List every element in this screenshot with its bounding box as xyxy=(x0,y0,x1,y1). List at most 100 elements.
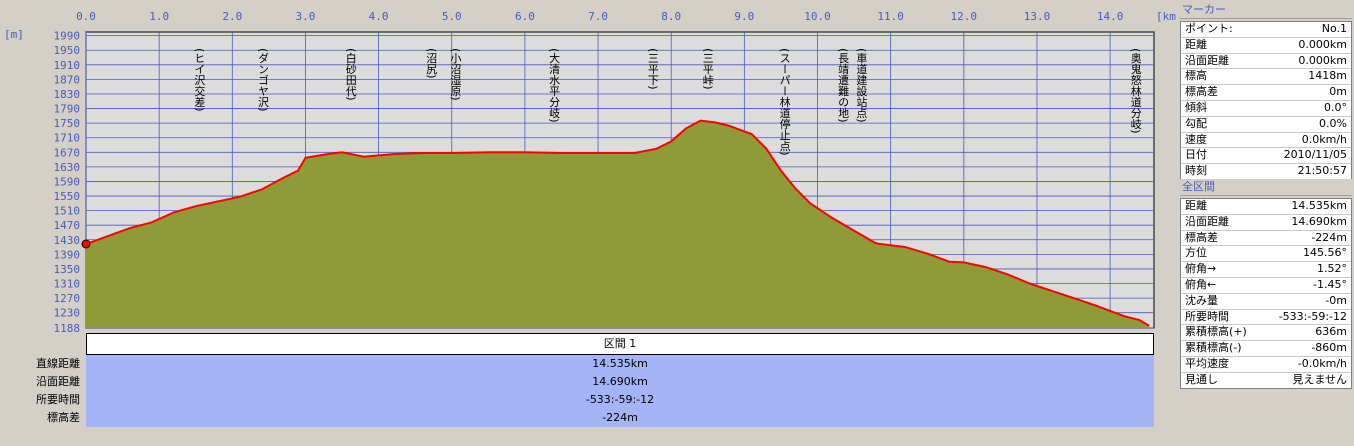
panel-row-key: 距離 xyxy=(1185,37,1207,51)
panel-row-value: No.1 xyxy=(1321,22,1347,35)
panel-row: 俯角← -1.45° xyxy=(1181,278,1351,294)
y-tick-label: 1630 xyxy=(54,161,81,174)
panel-row: 累積標高(+) 636m xyxy=(1181,325,1351,342)
x-tick-label: 9.0 xyxy=(734,10,754,23)
section-summary-value: -533:-59:-12 xyxy=(86,391,1154,409)
x-tick-label: 12.0 xyxy=(951,10,978,23)
section-summary-value: 14.690km xyxy=(86,373,1154,391)
marker-panel: マーカー ポイント: No.1 距離 0.000km 沿面距離 0.000km 標高 1418… xyxy=(1180,2,1352,180)
waypoint-label: (白砂田代) xyxy=(344,48,357,101)
y-tick-label: 1990 xyxy=(54,30,81,43)
y-tick-label: 1510 xyxy=(54,205,81,218)
panel-row-key: 所要時間 xyxy=(1185,309,1229,323)
waypoint-label: (ダンゴヤ沢) xyxy=(257,48,270,112)
y-tick-label: 1310 xyxy=(54,278,81,291)
panel-row: 距離 14.535km xyxy=(1181,199,1351,215)
start-marker-icon xyxy=(81,239,91,249)
panel-row-value: -860m xyxy=(1311,341,1347,355)
panel-row: 方位 145.56° xyxy=(1181,246,1351,263)
panel-row: 標高 1418m xyxy=(1181,69,1351,86)
x-tick-label: 1.0 xyxy=(149,10,169,23)
y-tick-label: 1470 xyxy=(54,219,81,232)
waypoint-label: (三平下) xyxy=(646,48,659,90)
panel-row-key: 距離 xyxy=(1185,199,1207,212)
x-tick-label: 2.0 xyxy=(222,10,242,23)
y-tick-label: 1550 xyxy=(54,190,81,203)
panel-row-value: 21:50:57 xyxy=(1297,164,1347,178)
panel-row-key: 沈み量 xyxy=(1185,293,1218,307)
panel-row: 標高差 -224m xyxy=(1181,231,1351,247)
panel-row-key: 見通し xyxy=(1185,372,1218,386)
section-summary-row: 標高差 -224m xyxy=(0,409,1176,427)
panel-row-key: 標高 xyxy=(1185,69,1207,83)
panel-row-key: 累積標高(+) xyxy=(1185,325,1247,339)
section-summary-label: 直線距離 xyxy=(36,357,80,370)
section-summary-value: -224m xyxy=(86,409,1154,427)
panel-row-value: 145.56° xyxy=(1303,246,1347,260)
waypoint-label: (長靖遭難の地) xyxy=(837,48,850,123)
waypoint-label: (奥鬼怒林道分岐) xyxy=(1129,48,1142,134)
elevation-area xyxy=(86,120,1150,328)
panel-row-key: 時刻 xyxy=(1185,164,1207,178)
panel-row: 勾配 0.0% xyxy=(1181,117,1351,133)
panel-row-key: 方位 xyxy=(1185,246,1207,260)
panel-row: 所要時間 -533:-59:-12 xyxy=(1181,310,1351,326)
panel-row-key: 標高差 xyxy=(1185,85,1218,99)
x-tick-label: 11.0 xyxy=(877,10,904,23)
panel-row-key: 俯角→ xyxy=(1185,262,1217,276)
x-tick-label: 0.0 xyxy=(76,10,96,23)
y-tick-label: 1910 xyxy=(54,59,81,72)
x-unit-label: [km] xyxy=(1156,10,1176,23)
waypoint-label: (小沼湿原) xyxy=(449,48,462,101)
x-tick-label: 7.0 xyxy=(588,10,608,23)
panel-row: 沿面距離 0.000km xyxy=(1181,54,1351,70)
panel-row-value: 0.0km/h xyxy=(1301,132,1347,146)
panel-row-value: -224m xyxy=(1311,230,1347,244)
panel-row-value: -533:-59:-12 xyxy=(1278,309,1347,323)
panel-row-value: 0.000km xyxy=(1298,53,1347,67)
x-tick-label: 14.0 xyxy=(1097,10,1124,23)
total-panel: 全区間 距離 14.535km 沿面距離 14.690km 標高差 -224m 方位 145.… xyxy=(1180,179,1352,389)
x-tick-label: 10.0 xyxy=(804,10,831,23)
marker-panel-title: マーカー xyxy=(1180,2,1352,19)
section-summary-label: 沿面距離 xyxy=(36,375,80,388)
panel-row: 沿面距離 14.690km xyxy=(1181,215,1351,231)
marker-panel-rows: ポイント: No.1 距離 0.000km 沿面距離 0.000km 標高 1418m 標高差 0… xyxy=(1180,21,1352,180)
panel-row-key: 速度 xyxy=(1185,132,1207,146)
y-tick-label: 1950 xyxy=(54,44,81,57)
y-tick-label: 1430 xyxy=(54,234,81,247)
y-tick-label: 1710 xyxy=(54,132,81,145)
section-summary-row: 所要時間 -533:-59:-12 xyxy=(0,391,1176,409)
x-tick-labels: 0.0 1.0 2.0 3.0 4.0 5.0 6.0 7.0 8.0 9.0 10.0 11.0 12… xyxy=(76,10,1123,23)
total-panel-rows: 距離 14.535km 沿面距離 14.690km 標高差 -224m 方位 145.56° 俯… xyxy=(1180,198,1352,389)
section-summary-value: 14.535km xyxy=(86,355,1154,373)
panel-row-value: 0.0% xyxy=(1319,116,1347,130)
panel-row-key: 傾斜 xyxy=(1185,100,1207,114)
panel-row-value: 2010/11/05 xyxy=(1283,148,1347,162)
total-panel-title: 全区間 xyxy=(1180,179,1352,196)
section-summary-row: 沿面距離 14.690km xyxy=(0,373,1176,391)
panel-row-key: 沿面距離 xyxy=(1185,53,1229,67)
y-tick-label: 1390 xyxy=(54,248,81,261)
panel-row: ポイント: No.1 xyxy=(1181,22,1351,38)
panel-row: 平均速度 -0.0km/h xyxy=(1181,357,1351,373)
panel-row-value: 636m xyxy=(1315,325,1347,339)
panel-row-key: 累積標高(-) xyxy=(1185,341,1242,355)
waypoint-label: (ヒイ沢交差) xyxy=(193,48,206,112)
y-tick-label: 1350 xyxy=(54,263,81,276)
panel-row-key: 日付 xyxy=(1185,148,1207,162)
panel-row: 距離 0.000km xyxy=(1181,38,1351,54)
y-unit-label: [m] xyxy=(4,28,24,41)
waypoint-label: (三平峠) xyxy=(701,48,714,90)
panel-row: 傾斜 0.0° xyxy=(1181,101,1351,117)
panel-row: 日付 2010/11/05 xyxy=(1181,148,1351,165)
panel-row-value: 14.535km xyxy=(1291,199,1347,212)
panel-row: 累積標高(-) -860m xyxy=(1181,341,1351,357)
elevation-profile-chart: 0.0 1.0 2.0 3.0 4.0 5.0 6.0 7.0 8.0 9.0 10.0 11.0 12… xyxy=(4,10,1176,335)
section-summary-label: 所要時間 xyxy=(36,393,80,406)
y-tick-label: 1188 xyxy=(54,322,81,335)
panel-row: 時刻 21:50:57 xyxy=(1181,164,1351,179)
panel-row: 速度 0.0km/h xyxy=(1181,133,1351,149)
y-tick-label: 1750 xyxy=(54,117,81,130)
